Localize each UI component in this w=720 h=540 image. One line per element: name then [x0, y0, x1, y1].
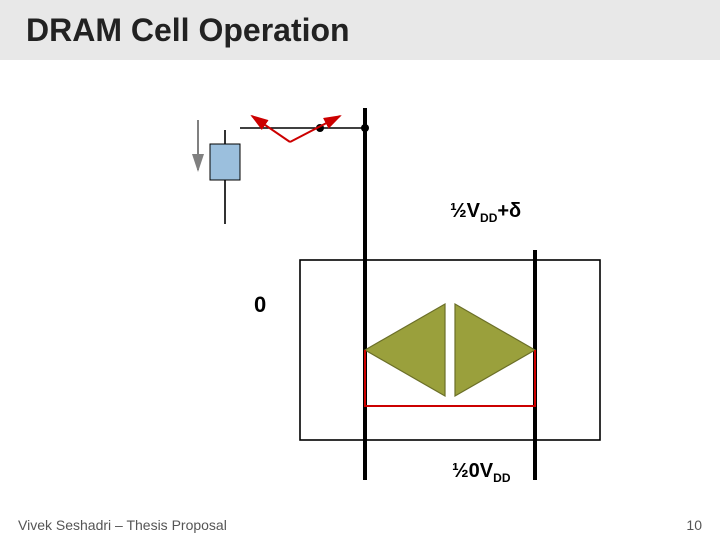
footer-page-number: 10 [686, 517, 702, 533]
label-bitline-voltage-top: ½VDD+δ [450, 200, 521, 225]
footer-author: Vivek Seshadri – Thesis Proposal [18, 517, 227, 533]
title-bar: DRAM Cell Operation [0, 0, 720, 60]
footer: Vivek Seshadri – Thesis Proposal 10 [0, 510, 720, 540]
dram-svg [0, 60, 720, 510]
diagram: ½VDD+δ ½0VDD 0 [0, 60, 720, 510]
label-bit-value: 0 [254, 292, 266, 318]
label-bitline-voltage-bottom: ½0VDD [452, 460, 511, 485]
page-title: DRAM Cell Operation [26, 12, 350, 49]
